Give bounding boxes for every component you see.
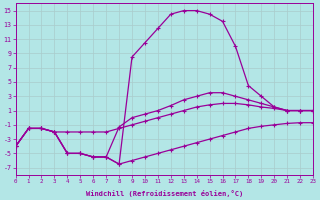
X-axis label: Windchill (Refroidissement éolien,°C): Windchill (Refroidissement éolien,°C) <box>86 190 243 197</box>
